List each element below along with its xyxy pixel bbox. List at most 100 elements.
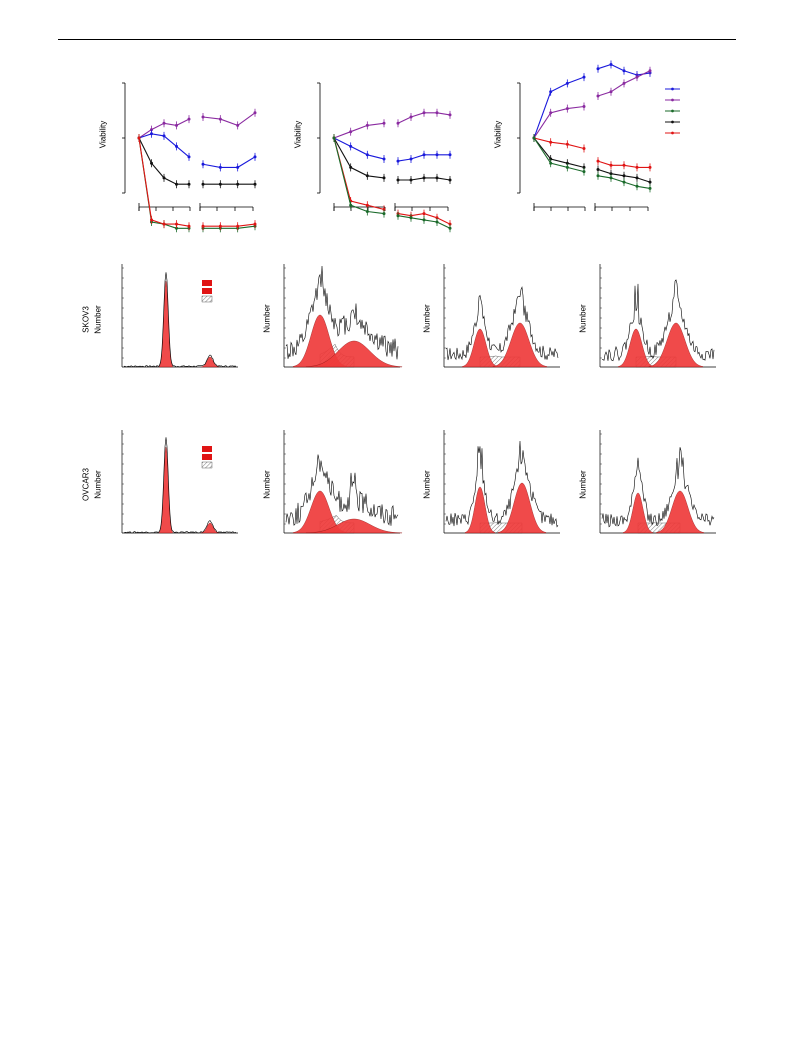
series-line xyxy=(202,156,256,168)
data-point xyxy=(201,182,205,186)
data-point xyxy=(187,155,191,159)
series-line xyxy=(333,122,385,139)
data-point xyxy=(435,216,439,220)
data-point xyxy=(622,81,626,85)
data-point xyxy=(549,157,553,161)
data-point xyxy=(582,165,586,169)
data-point xyxy=(175,182,178,186)
cell-line-label: OVCAR3 xyxy=(81,468,91,501)
data-point xyxy=(622,163,626,167)
phase-fill xyxy=(461,328,499,368)
histogram-panel: Number xyxy=(423,430,562,536)
data-point xyxy=(365,153,369,157)
data-point xyxy=(396,178,400,182)
series-line xyxy=(203,223,256,227)
histogram-panel xyxy=(120,430,240,536)
phase-fill xyxy=(655,490,705,534)
series-line xyxy=(138,137,189,229)
histogram-trace xyxy=(285,454,399,526)
data-point xyxy=(382,207,386,211)
data-point xyxy=(622,69,626,73)
histogram-trace xyxy=(601,279,715,362)
data-point xyxy=(582,147,586,150)
data-point xyxy=(435,176,439,180)
data-point xyxy=(409,157,413,161)
row-label-ovcar3: OVCAR3 Number xyxy=(76,435,116,535)
phase-fill xyxy=(305,518,403,534)
series-line xyxy=(202,112,256,127)
data-point xyxy=(622,180,626,184)
data-point xyxy=(162,176,166,180)
data-point xyxy=(162,222,166,226)
data-point xyxy=(349,165,353,169)
data-point xyxy=(648,69,652,73)
data-point xyxy=(422,218,426,222)
data-point xyxy=(382,157,386,161)
data-point xyxy=(532,136,536,140)
phase-fill xyxy=(200,356,220,368)
data-point xyxy=(609,163,613,167)
data-point xyxy=(175,123,178,127)
phase-fill xyxy=(497,482,547,534)
data-point xyxy=(253,222,257,226)
histogram-trace xyxy=(123,437,237,534)
histogram-panel: Number xyxy=(263,264,403,370)
data-point xyxy=(635,165,639,169)
data-point xyxy=(218,165,222,169)
data-point xyxy=(609,172,613,176)
data-point xyxy=(435,220,439,224)
legend-swatch-hatch xyxy=(201,295,213,303)
data-point xyxy=(187,182,191,186)
data-point xyxy=(582,105,586,108)
histogram-trace xyxy=(285,265,399,360)
data-point xyxy=(349,203,353,207)
data-point xyxy=(565,81,569,85)
data-point xyxy=(201,224,205,228)
number-label: Number xyxy=(93,470,103,499)
data-point xyxy=(565,161,569,165)
phase-fill xyxy=(464,486,496,534)
histogram-panel: Number xyxy=(423,264,562,370)
data-point xyxy=(549,161,553,165)
histogram-panel: Number xyxy=(579,264,718,370)
data-point xyxy=(565,107,569,111)
data-point xyxy=(175,222,178,226)
histogram-plot xyxy=(283,430,403,534)
data-point xyxy=(349,130,353,134)
data-point xyxy=(622,174,626,178)
histogram-plot xyxy=(121,430,238,534)
histogram-plot xyxy=(121,264,238,368)
data-point xyxy=(218,117,222,121)
legend-marker xyxy=(671,109,674,113)
data-point xyxy=(349,144,353,148)
histogram-y-label: Number xyxy=(422,470,432,499)
data-point xyxy=(596,67,600,71)
data-point xyxy=(253,182,257,186)
histogram-plot xyxy=(443,264,560,368)
data-point xyxy=(596,174,600,178)
viability-plot-3 xyxy=(517,60,680,211)
series-line xyxy=(333,137,385,160)
phase-fill xyxy=(305,340,403,368)
legend-marker xyxy=(671,120,674,124)
legend-marker xyxy=(671,87,674,91)
data-point xyxy=(201,162,205,166)
histogram-trace xyxy=(601,447,715,528)
viability-panel-2: Viability xyxy=(290,75,460,233)
data-point xyxy=(150,218,153,222)
row-label-skov3: SKOV3 Number xyxy=(76,270,116,370)
data-point xyxy=(549,90,553,94)
data-point xyxy=(382,212,386,216)
data-point xyxy=(409,178,413,182)
data-point xyxy=(448,153,452,157)
data-point xyxy=(549,111,553,115)
data-point xyxy=(609,90,613,94)
data-point xyxy=(150,128,153,132)
data-point xyxy=(236,165,240,169)
data-point xyxy=(396,121,400,125)
histogram-plot xyxy=(443,430,560,534)
histogram-y-label: Number xyxy=(578,470,588,499)
histogram-y-label: Number xyxy=(262,304,272,333)
data-point xyxy=(175,226,178,230)
data-point xyxy=(582,170,586,174)
